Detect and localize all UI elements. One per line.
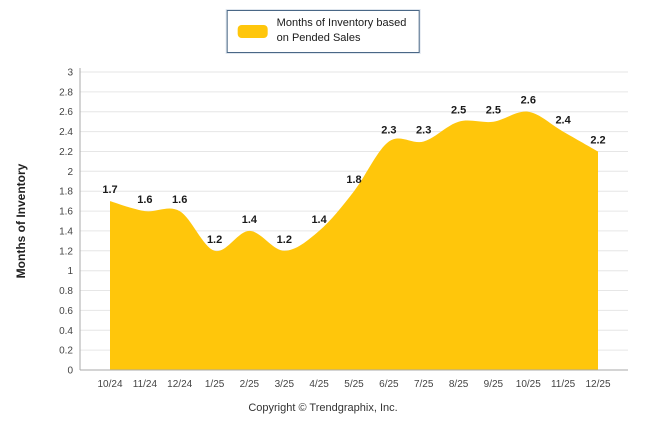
point-value-label: 2.3 <box>416 125 431 137</box>
legend-label: Months of Inventory based on Pended Sale… <box>277 16 407 47</box>
y-tick-label: 0.2 <box>59 346 73 357</box>
point-value-label: 2.3 <box>381 125 396 137</box>
point-value-label: 1.4 <box>242 214 258 226</box>
point-value-label: 1.7 <box>102 184 117 196</box>
x-tick-label: 11/24 <box>133 379 158 390</box>
x-tick-label: 12/25 <box>585 379 610 390</box>
y-tick-label: 1 <box>67 266 73 277</box>
point-value-label: 1.8 <box>346 174 361 186</box>
x-tick-label: 9/25 <box>484 379 504 390</box>
legend-label-line1: Months of Inventory based <box>276 17 407 29</box>
x-tick-label: 4/25 <box>309 379 329 390</box>
x-tick-label: 10/25 <box>516 379 541 390</box>
point-value-label: 1.4 <box>311 214 327 226</box>
x-tick-label: 10/24 <box>97 379 122 390</box>
copyright-text: Copyright © Trendgraphix, Inc. <box>248 402 398 414</box>
point-value-label: 1.2 <box>207 234 222 246</box>
y-tick-label: 0.6 <box>59 306 73 317</box>
x-tick-label: 2/25 <box>240 379 260 390</box>
point-value-label: 2.5 <box>486 105 501 117</box>
y-tick-label: 0 <box>67 366 73 377</box>
x-tick-label: 1/25 <box>205 379 225 390</box>
y-tick-label: 1.6 <box>59 207 73 218</box>
x-tick-label: 7/25 <box>414 379 434 390</box>
y-tick-label: 1.2 <box>59 246 73 257</box>
legend-label-line2: on Pended Sales <box>276 32 361 45</box>
point-value-label: 1.2 <box>277 234 292 246</box>
area-series <box>110 111 598 370</box>
y-tick-label: 2.6 <box>59 107 73 118</box>
point-value-label: 2.5 <box>451 105 466 117</box>
y-tick-label: 2.4 <box>59 127 73 138</box>
point-value-label: 2.6 <box>521 95 536 107</box>
legend-swatch-icon <box>237 24 268 38</box>
x-tick-label: 6/25 <box>379 379 399 390</box>
x-tick-label: 11/25 <box>551 379 576 390</box>
x-tick-label: 8/25 <box>449 379 469 390</box>
chart-legend: Months of Inventory based on Pended Sale… <box>226 10 420 53</box>
point-value-label: 1.6 <box>172 194 187 206</box>
x-tick-label: 12/24 <box>167 379 192 390</box>
y-tick-label: 3 <box>67 68 73 79</box>
x-tick-label: 3/25 <box>275 379 295 390</box>
x-tick-label: 5/25 <box>344 379 364 390</box>
point-value-label: 2.2 <box>590 135 605 147</box>
point-value-label: 1.6 <box>137 194 152 206</box>
y-axis-title: Months of Inventory <box>14 163 28 279</box>
y-tick-label: 0.8 <box>59 286 73 297</box>
y-tick-label: 2.8 <box>59 87 73 98</box>
point-value-label: 2.4 <box>555 115 571 127</box>
y-tick-label: 1.8 <box>59 187 73 198</box>
y-tick-label: 2.2 <box>59 147 73 158</box>
y-tick-label: 1.4 <box>59 226 73 237</box>
y-tick-label: 2 <box>67 167 73 178</box>
y-tick-label: 0.4 <box>59 326 73 337</box>
